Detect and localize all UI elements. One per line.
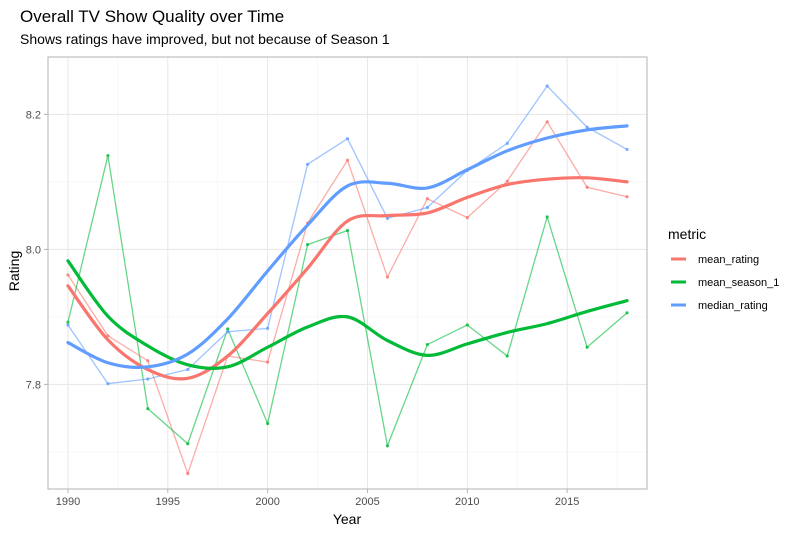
point-mean-rating — [146, 359, 150, 363]
series-line-mean-rating — [67, 120, 628, 476]
point-mean-season-1 — [186, 442, 190, 446]
chart-title: Overall TV Show Quality over Time — [20, 7, 284, 26]
point-median-rating — [545, 84, 549, 88]
series-line-mean-season-1 — [67, 155, 628, 449]
raw-series-points — [66, 84, 629, 476]
point-mean-rating — [545, 120, 549, 124]
y-tick-label: 8.2 — [26, 109, 41, 121]
smooth-line-mean-rating — [66, 176, 629, 381]
x-tick-label: 1995 — [156, 496, 180, 508]
chart-subtitle: Shows ratings have improved, but not bec… — [20, 31, 390, 47]
x-tick-label: 2000 — [255, 496, 279, 508]
point-mean-season-1 — [465, 323, 469, 327]
point-mean-season-1 — [226, 327, 230, 331]
point-mean-season-1 — [385, 444, 390, 448]
point-median-rating — [186, 367, 190, 372]
point-mean-season-1 — [425, 342, 429, 347]
y-axis: 7.8 8.0 8.2 — [26, 109, 48, 391]
y-axis-title: Rating — [6, 251, 22, 291]
point-mean-rating — [385, 275, 390, 279]
smooth-line-median-rating — [66, 124, 629, 369]
point-mean-rating — [505, 179, 509, 183]
x-tick-label: 2005 — [355, 496, 379, 508]
major-gridlines — [48, 57, 647, 489]
legend-title: metric — [668, 226, 706, 242]
point-median-rating — [345, 137, 350, 141]
point-mean-rating — [465, 216, 469, 220]
point-mean-season-1 — [545, 215, 549, 219]
point-median-rating — [385, 216, 390, 220]
legend-label-median-rating: median_rating — [698, 300, 768, 312]
point-median-rating — [266, 326, 270, 330]
point-mean-season-1 — [106, 153, 110, 158]
point-mean-season-1 — [585, 345, 589, 349]
x-tick-label: 2015 — [555, 496, 579, 508]
x-tick-label: 1990 — [56, 496, 80, 508]
point-mean-season-1 — [146, 407, 150, 411]
raw-series-lines — [67, 85, 628, 476]
point-mean-rating — [585, 185, 589, 189]
point-median-rating — [305, 162, 310, 166]
point-mean-season-1 — [505, 354, 509, 358]
legend-label-mean-rating: mean_rating — [698, 254, 759, 266]
point-mean-season-1 — [266, 421, 270, 426]
y-tick-label: 8.0 — [26, 244, 41, 256]
point-mean-rating — [425, 197, 429, 201]
point-mean-rating — [345, 158, 350, 162]
x-tick-label: 2010 — [455, 496, 479, 508]
point-mean-season-1 — [625, 311, 629, 315]
point-mean-rating — [66, 273, 70, 277]
point-mean-rating — [106, 334, 110, 338]
smoothed-series-lines — [66, 124, 629, 381]
x-axis-title: Year — [333, 511, 362, 527]
y-tick-label: 7.8 — [26, 379, 41, 391]
point-mean-rating — [186, 471, 190, 476]
point-median-rating — [226, 330, 230, 334]
point-mean-season-1 — [345, 228, 350, 233]
point-median-rating — [146, 377, 150, 381]
point-mean-rating — [266, 360, 270, 364]
point-median-rating — [505, 141, 509, 145]
point-median-rating — [585, 125, 589, 129]
point-mean-season-1 — [305, 243, 310, 247]
x-axis: 1990 1995 2000 2005 2010 2015 — [56, 489, 579, 508]
plot-panel — [47, 56, 648, 490]
point-median-rating — [625, 147, 629, 152]
smooth-line-mean-season-1 — [66, 259, 629, 370]
point-mean-season-1 — [66, 320, 70, 324]
point-median-rating — [66, 323, 70, 327]
point-median-rating — [425, 205, 429, 210]
series-line-median-rating — [67, 85, 628, 385]
point-median-rating — [106, 382, 110, 386]
point-mean-rating — [625, 195, 629, 199]
legend: metric mean_rating mean_season_1 median_ra… — [668, 226, 779, 312]
legend-label-mean-season-1: mean_season_1 — [698, 277, 779, 289]
minor-gridlines — [48, 57, 647, 489]
